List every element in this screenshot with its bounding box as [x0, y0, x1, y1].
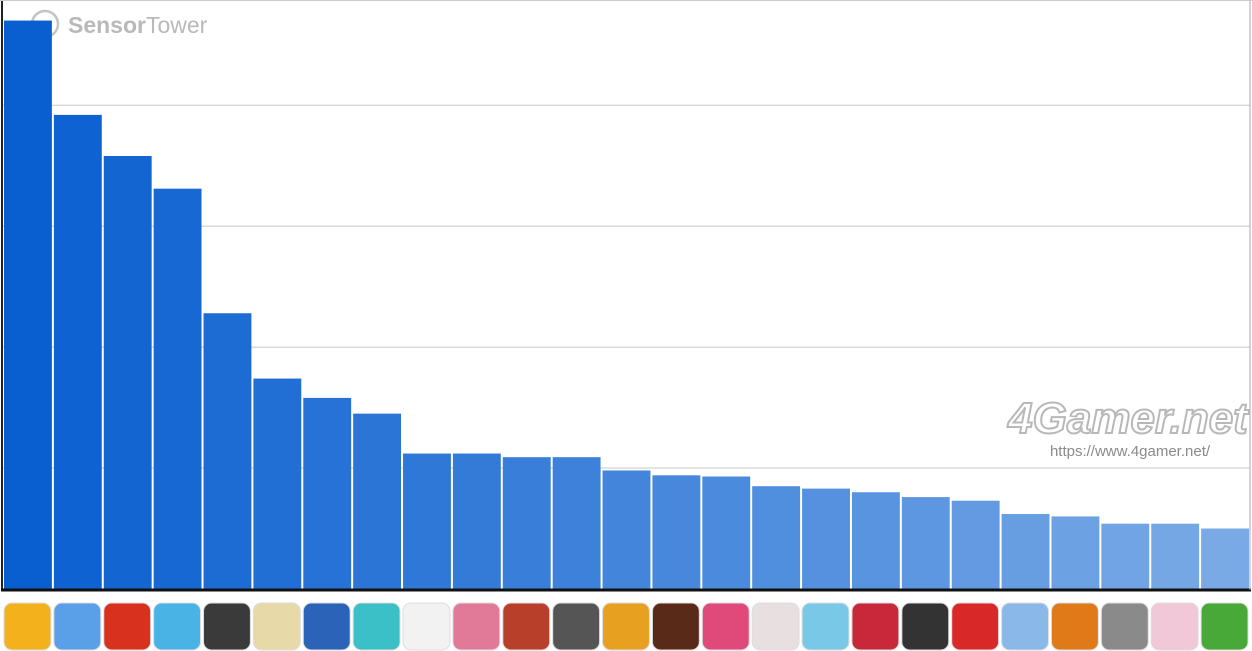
- bar: [602, 470, 651, 589]
- bar: [951, 500, 1000, 589]
- app-icon: [302, 602, 351, 651]
- bar: [103, 156, 152, 589]
- app-icon: [1200, 602, 1249, 651]
- bar: [752, 486, 801, 589]
- bar: [1101, 523, 1150, 589]
- watermark-url: https://www.4gamer.net/: [1050, 443, 1211, 460]
- bar: [502, 457, 551, 589]
- app-icon: [1001, 602, 1049, 651]
- bar: [452, 453, 501, 589]
- bar: [253, 378, 302, 589]
- app-icon: [951, 602, 1000, 651]
- bar: [53, 114, 102, 589]
- bar: [802, 488, 850, 589]
- bar: [203, 313, 252, 589]
- logo: SensorTower: [30, 9, 208, 39]
- bar: [851, 492, 900, 589]
- app-icon: [801, 602, 850, 651]
- app-icon: [751, 602, 800, 651]
- app-icon: [252, 602, 301, 651]
- app-icon: [651, 602, 700, 651]
- bar: [403, 453, 451, 589]
- app-icon: [851, 602, 900, 651]
- bar: [552, 457, 601, 589]
- app-icon: [3, 602, 52, 651]
- bar: [1151, 523, 1200, 589]
- app-icon: [153, 602, 202, 651]
- bar: [1201, 528, 1249, 589]
- app-icon: [203, 602, 251, 651]
- logo-part: Sensor: [68, 12, 146, 38]
- logo-text: SensorTower: [68, 12, 208, 38]
- bar: [353, 413, 402, 589]
- app-icon: [402, 602, 451, 651]
- app-icon: [53, 602, 102, 651]
- app-icon: [352, 602, 401, 651]
- app-icon: [103, 602, 152, 651]
- bar: [652, 475, 701, 589]
- bar: [901, 497, 950, 589]
- bar: [1051, 516, 1100, 589]
- app-icon: [901, 602, 950, 651]
- bar: [702, 476, 751, 589]
- app-icon: [502, 602, 551, 651]
- app-icon: [701, 602, 750, 651]
- app-icon: [452, 602, 501, 651]
- app-icon: [552, 602, 601, 651]
- app-icon: [1150, 602, 1199, 651]
- bar: [4, 20, 52, 590]
- bar: [153, 188, 202, 589]
- logo-part: Tower: [146, 12, 208, 38]
- app-icon: [602, 602, 650, 651]
- bar: [303, 397, 352, 589]
- watermark: 4Gamer.net: [1007, 394, 1250, 443]
- app-icon: [1050, 602, 1099, 651]
- bar: [1001, 514, 1050, 589]
- app-icon: [1100, 602, 1149, 651]
